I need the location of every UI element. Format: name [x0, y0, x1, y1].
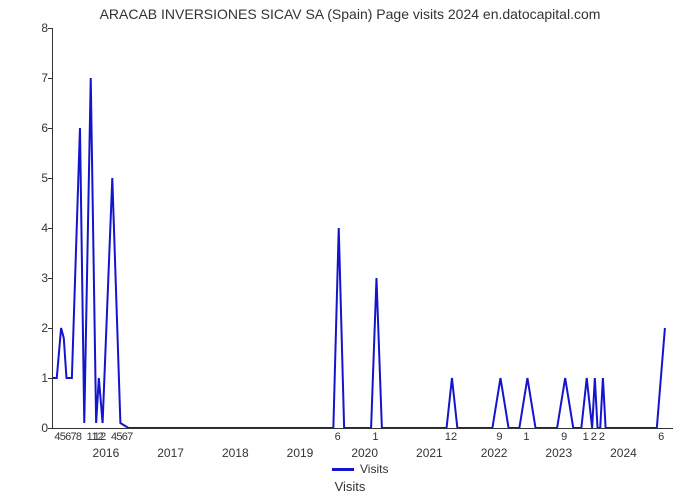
- x-tick-month: 2: [591, 431, 597, 443]
- y-tick-label: 6: [8, 121, 48, 135]
- x-tick-month: 9: [496, 431, 502, 443]
- y-tick-label: 0: [8, 421, 48, 435]
- y-tick-label: 7: [8, 71, 48, 85]
- y-tick-mark: [48, 28, 52, 29]
- y-tick-mark: [48, 378, 52, 379]
- y-tick-label: 2: [8, 321, 48, 335]
- y-tick-mark: [48, 178, 52, 179]
- y-tick-mark: [48, 78, 52, 79]
- y-tick-mark: [48, 128, 52, 129]
- y-tick-label: 3: [8, 271, 48, 285]
- y-tick-mark: [48, 228, 52, 229]
- x-tick-month: 1: [523, 431, 529, 443]
- x-tick-month: 6: [335, 431, 341, 443]
- x-tick-month: 2: [599, 431, 605, 443]
- y-tick-label: 1: [8, 371, 48, 385]
- y-tick-mark: [48, 328, 52, 329]
- x-tick-year: 2016: [93, 446, 120, 460]
- legend-swatch: [332, 468, 354, 471]
- x-tick-year: 2022: [481, 446, 508, 460]
- x-tick-year: 2024: [610, 446, 637, 460]
- x-tick-month: 1: [583, 431, 589, 443]
- x-tick-year: 2023: [545, 446, 572, 460]
- x-tick-year: 2021: [416, 446, 443, 460]
- y-tick-label: 5: [8, 171, 48, 185]
- x-tick-month: 8: [76, 431, 82, 443]
- x-tick-month: 9: [561, 431, 567, 443]
- y-tick-label: 8: [8, 21, 48, 35]
- x-tick-month: 1: [372, 431, 378, 443]
- visits-line-series: [53, 28, 673, 428]
- x-tick-year: 2018: [222, 446, 249, 460]
- chart-title: ARACAB INVERSIONES SICAV SA (Spain) Page…: [0, 6, 700, 22]
- y-tick-label: 4: [8, 221, 48, 235]
- x-tick-year: 2019: [287, 446, 314, 460]
- y-tick-mark: [48, 428, 52, 429]
- legend: Visits: [332, 462, 388, 476]
- x-axis-title: Visits: [0, 479, 700, 494]
- x-tick-month: 12: [445, 431, 457, 443]
- x-tick-year: 2017: [157, 446, 184, 460]
- legend-label: Visits: [360, 462, 388, 476]
- visits-chart: ARACAB INVERSIONES SICAV SA (Spain) Page…: [0, 0, 700, 500]
- x-tick-month: 2: [100, 431, 106, 443]
- y-tick-mark: [48, 278, 52, 279]
- x-tick-year: 2020: [351, 446, 378, 460]
- x-tick-month: 6: [658, 431, 664, 443]
- plot-area: [52, 28, 673, 429]
- x-tick-month: 7: [127, 431, 133, 443]
